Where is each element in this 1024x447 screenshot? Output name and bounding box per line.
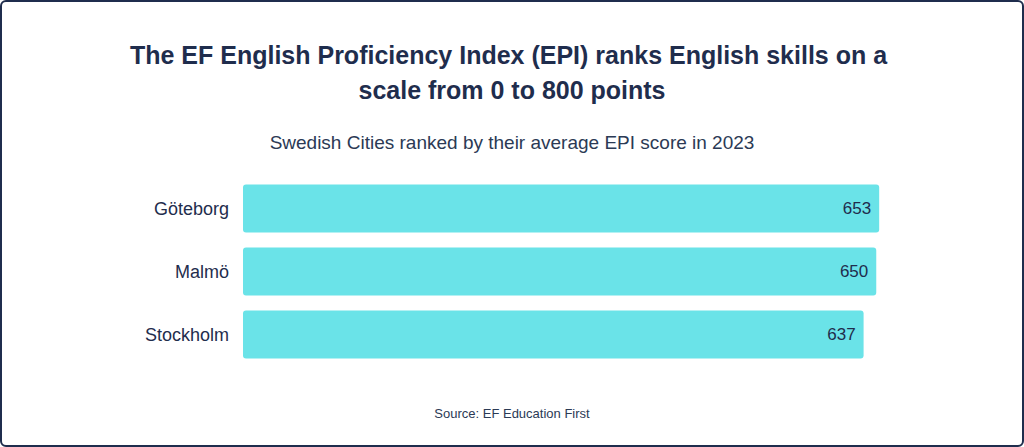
svg-text:Göteborg: Göteborg [154, 199, 229, 219]
svg-text:The EF English Proficiency Ind: The EF English Proficiency Index (EPI) r… [130, 41, 894, 69]
svg-text:637: 637 [827, 325, 855, 344]
svg-text:Source: EF Education First: Source: EF Education First [434, 406, 590, 421]
svg-text:650: 650 [840, 262, 868, 281]
svg-text:Stockholm: Stockholm [145, 325, 229, 345]
svg-text:Swedish Cities ranked by their: Swedish Cities ranked by their average E… [270, 132, 755, 153]
svg-text:scale from 0 to 800 points: scale from 0 to 800 points [358, 76, 665, 104]
svg-text:653: 653 [843, 199, 871, 218]
svg-text:Malmö: Malmö [175, 262, 229, 282]
